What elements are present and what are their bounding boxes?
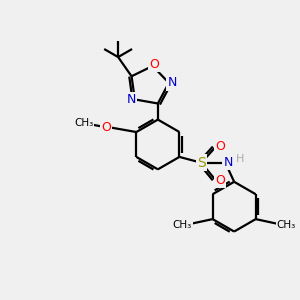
Text: S: S <box>197 156 206 170</box>
Text: O: O <box>101 121 111 134</box>
Text: CH₃: CH₃ <box>172 220 191 230</box>
Text: CH₃: CH₃ <box>74 118 93 128</box>
Text: CH₃: CH₃ <box>277 220 296 230</box>
Text: O: O <box>215 174 225 187</box>
Text: N: N <box>168 76 177 89</box>
Text: N: N <box>224 156 233 169</box>
Text: N: N <box>127 93 136 106</box>
Text: H: H <box>236 154 244 164</box>
Text: O: O <box>149 58 159 71</box>
Text: O: O <box>215 140 225 153</box>
